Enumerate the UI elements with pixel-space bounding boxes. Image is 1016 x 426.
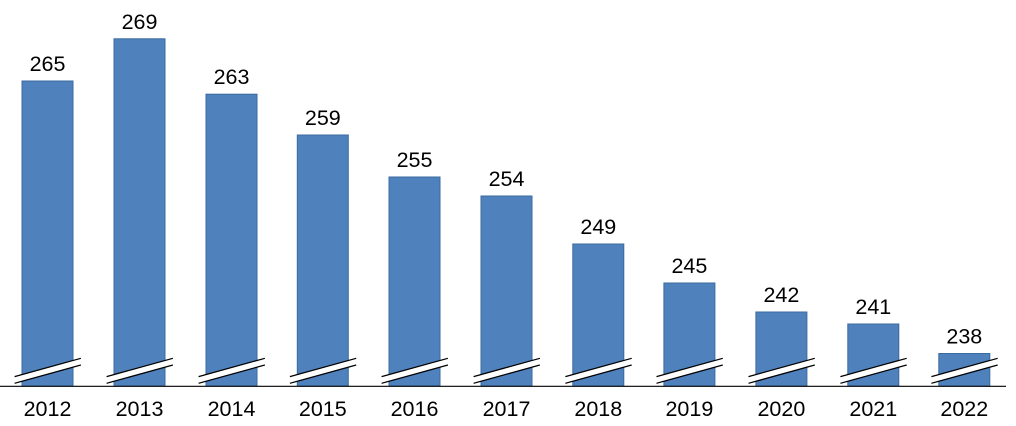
svg-text:2014: 2014 [208, 397, 256, 421]
svg-text:2022: 2022 [940, 397, 988, 421]
svg-text:2018: 2018 [574, 397, 622, 421]
svg-text:2017: 2017 [483, 397, 531, 421]
svg-text:263: 263 [214, 65, 250, 89]
svg-text:241: 241 [855, 295, 891, 319]
svg-text:255: 255 [397, 148, 433, 172]
svg-text:238: 238 [946, 325, 982, 349]
svg-text:2019: 2019 [665, 397, 713, 421]
svg-text:259: 259 [305, 106, 341, 130]
svg-text:2012: 2012 [24, 397, 72, 421]
svg-text:2015: 2015 [299, 397, 347, 421]
svg-text:269: 269 [122, 10, 158, 34]
svg-text:2013: 2013 [116, 397, 164, 421]
svg-text:245: 245 [671, 254, 707, 278]
svg-text:249: 249 [580, 215, 616, 239]
svg-text:265: 265 [30, 52, 66, 76]
svg-text:2016: 2016 [391, 397, 439, 421]
svg-text:242: 242 [763, 283, 799, 307]
svg-text:2020: 2020 [757, 397, 805, 421]
svg-text:254: 254 [489, 167, 525, 191]
svg-text:2021: 2021 [849, 397, 897, 421]
